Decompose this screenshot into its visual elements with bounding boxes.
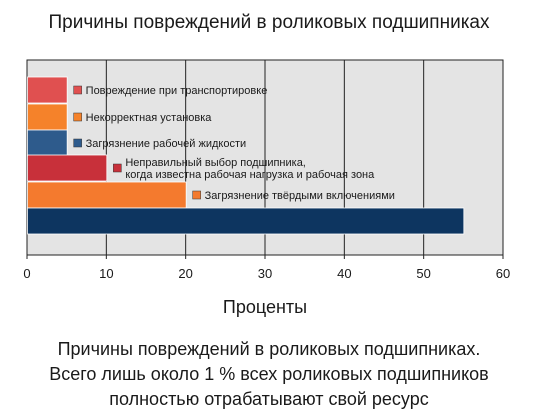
legend-marker — [73, 138, 82, 148]
legend-marker — [192, 190, 201, 200]
bar — [27, 154, 108, 182]
chart-title: Причины повреждений в роликовых подшипни… — [48, 12, 490, 33]
figure-caption: Причины повреждений в роликовых подшипни… — [0, 337, 538, 412]
bar — [27, 76, 68, 104]
bar — [27, 207, 465, 235]
x-ticks: 0 10 20 30 40 50 60 — [23, 255, 510, 281]
x-tick-label: 50 — [416, 266, 430, 281]
bars — [27, 76, 465, 235]
bar — [27, 129, 68, 157]
x-tick-label: 10 — [99, 266, 113, 281]
legend-marker — [73, 85, 82, 95]
category-label: Загрязнение рабочей жидкости — [86, 138, 246, 150]
x-tick-label: 30 — [258, 266, 272, 281]
caption-line-3: полностью отрабатывают свой ресурс — [109, 389, 429, 409]
x-tick-label: 20 — [178, 266, 192, 281]
caption-line-2: Всего лишь около 1 % всех роликовых подш… — [49, 364, 489, 384]
category-label: Повреждение при транспортировке — [86, 85, 268, 97]
caption-line-1: Причины повреждений в роликовых подшипни… — [57, 339, 481, 359]
bar — [27, 103, 68, 131]
legend-marker — [113, 163, 122, 173]
category-label: когда известна рабочая нагрузка и рабоча… — [125, 169, 375, 181]
bar-chart: Повреждение при транспортировке Некоррект… — [23, 59, 510, 317]
x-tick-label: 0 — [23, 266, 30, 281]
x-tick-label: 40 — [337, 266, 351, 281]
legend-marker — [73, 112, 82, 122]
x-tick-label: 60 — [496, 266, 510, 281]
x-axis-label: Проценты — [223, 297, 307, 317]
category-label: Некорректная установка — [86, 112, 213, 124]
category-label: Загрязнение твёрдыми включениями — [205, 190, 395, 202]
bar — [27, 181, 187, 209]
category-labels: Повреждение при транспортировке Некоррект… — [86, 85, 395, 202]
category-label: Неправильный выбор подшипника, — [125, 157, 306, 169]
